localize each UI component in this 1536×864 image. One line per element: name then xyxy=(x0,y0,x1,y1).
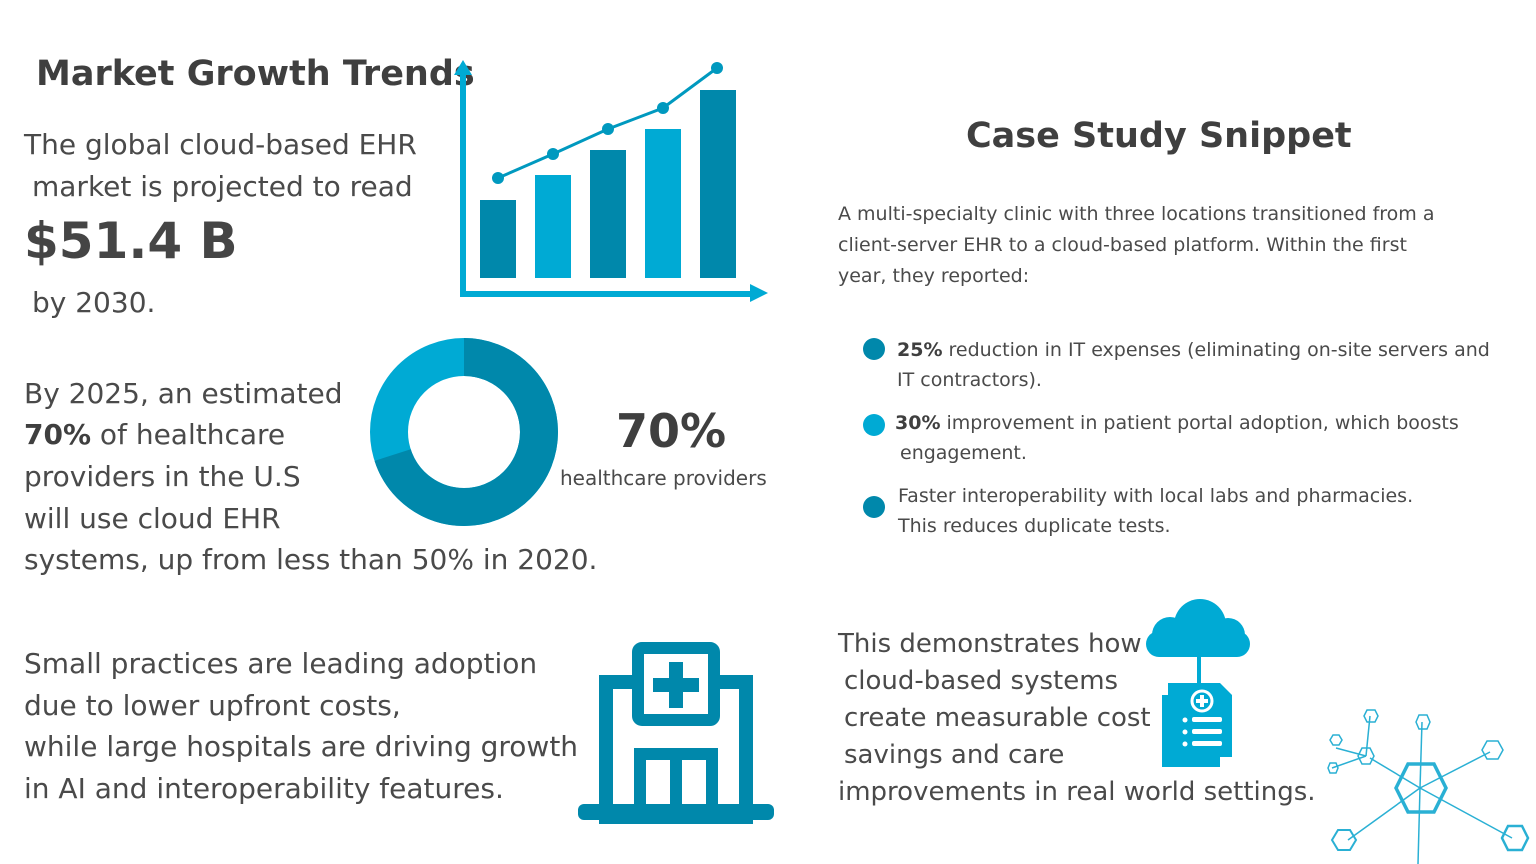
market-line-3: by 2030. xyxy=(32,286,156,319)
bar-line-growth-icon xyxy=(454,60,768,302)
conclusion-line-2: cloud-based systems xyxy=(844,666,1119,696)
adoption-line-4: will use cloud EHR xyxy=(24,502,281,535)
case-title: Case Study Snippet xyxy=(966,116,1352,156)
market-line-2: market is projected to read xyxy=(32,170,413,203)
adoption-pct: 70% xyxy=(24,418,92,451)
bullet-text-cont: This reduces duplicate tests. xyxy=(898,515,1171,537)
bullet-text-cont: engagement. xyxy=(900,442,1027,464)
market-value: $51.4 B xyxy=(24,212,238,270)
bullet-text: Faster interoperability with local labs … xyxy=(898,485,1414,507)
case-intro-3: year, they reported: xyxy=(838,265,1030,287)
market-title: Market Growth Trends xyxy=(36,54,475,94)
donut-value-arc xyxy=(370,338,558,526)
adoption-line-1: By 2025, an estimated xyxy=(24,377,343,410)
donut-value: 70% xyxy=(616,404,727,458)
molecule-network-icon xyxy=(1327,709,1530,864)
case-intro-2: client-server EHR to a cloud-based platf… xyxy=(838,234,1407,256)
bullet-text: reduction in IT expenses (eliminating on… xyxy=(942,339,1490,361)
donut-chart xyxy=(370,338,558,526)
conclusion-line-3: create measurable cost xyxy=(844,703,1151,733)
adoption-line-5: systems, up from less than 50% in 2020. xyxy=(24,543,598,576)
bullet-dot xyxy=(863,338,885,360)
bullet-dot xyxy=(863,414,885,436)
cloud-document-icon xyxy=(1146,599,1250,767)
bullet-dot xyxy=(863,496,885,518)
market-line-1: The global cloud-based EHR xyxy=(24,128,417,161)
bullet-text: improvement in patient portal adoption, … xyxy=(940,412,1459,434)
practices-line-4: in AI and interoperability features. xyxy=(24,772,504,805)
conclusion-line-1: This demonstrates how xyxy=(838,629,1142,659)
bullet-bold: 30% xyxy=(895,412,941,434)
conclusion-line-4: savings and care xyxy=(844,740,1065,770)
practices-line-1: Small practices are leading adoption xyxy=(24,647,538,680)
bullet-text-cont: IT contractors). xyxy=(897,369,1042,391)
hospital-icon xyxy=(578,642,774,824)
practices-line-3: while large hospitals are driving growth xyxy=(24,730,579,763)
adoption-line-3: providers in the U.S xyxy=(24,460,301,493)
conclusion-line-5: improvements in real world settings. xyxy=(838,777,1316,807)
bullet-bold: 25% xyxy=(897,339,943,361)
donut-label: healthcare providers xyxy=(560,466,767,490)
adoption-line-2: of healthcare xyxy=(91,418,286,451)
practices-line-2: due to lower upfront costs, xyxy=(24,689,401,722)
case-intro-1: A multi-specialty clinic with three loca… xyxy=(838,203,1435,225)
